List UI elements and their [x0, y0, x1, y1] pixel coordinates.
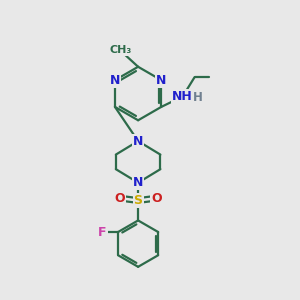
Text: S: S [134, 194, 142, 207]
Text: N: N [156, 74, 166, 87]
Text: F: F [98, 226, 107, 238]
Text: H: H [193, 92, 203, 104]
Text: N: N [133, 176, 143, 189]
Text: O: O [114, 192, 125, 205]
Text: N: N [110, 74, 120, 87]
Text: N: N [133, 135, 143, 148]
Text: CH₃: CH₃ [109, 45, 131, 56]
Text: NH: NH [172, 90, 193, 103]
Text: O: O [151, 192, 162, 205]
